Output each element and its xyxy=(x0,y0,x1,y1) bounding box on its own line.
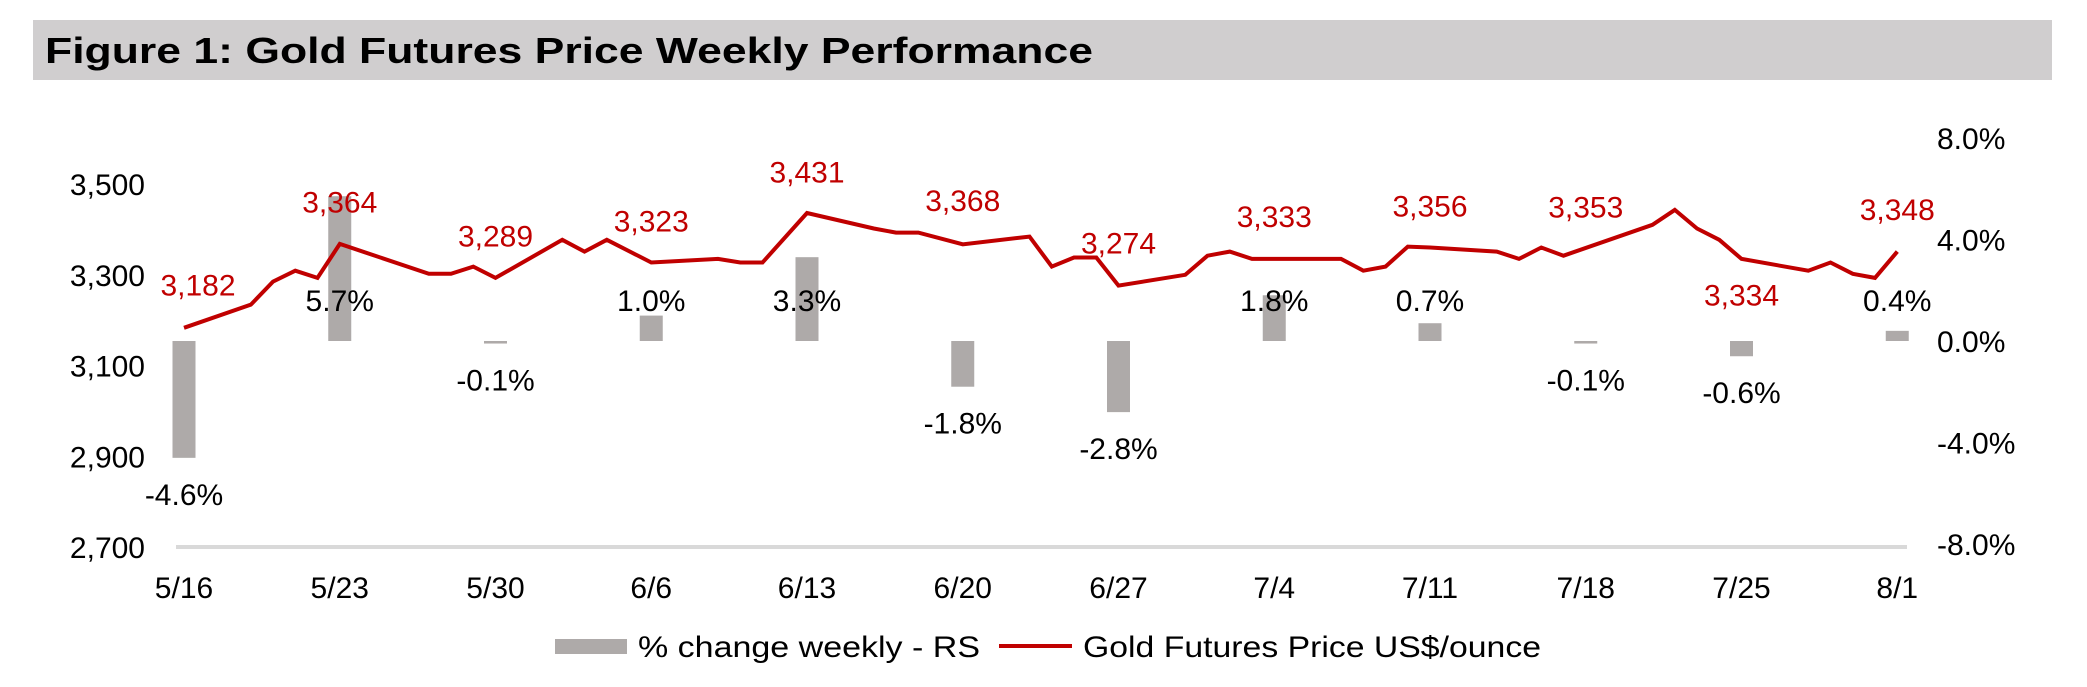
bar-data-label: 0.7% xyxy=(1396,285,1464,318)
bar-data-label: 5.7% xyxy=(306,285,374,318)
legend: % change weekly - RS Gold Futures Price … xyxy=(555,631,1541,664)
left-axis-tick-label: 3,500 xyxy=(70,169,145,202)
price-data-label: 3,323 xyxy=(614,205,689,238)
x-tick-label: 7/4 xyxy=(1253,572,1295,605)
legend-item-weekly-change: % change weekly - RS xyxy=(555,631,980,664)
left-axis-tick-label: 3,300 xyxy=(70,260,145,293)
x-tick-label: 6/20 xyxy=(934,572,992,605)
left-axis-tick-label: 2,700 xyxy=(70,532,145,565)
x-tick-label: 5/30 xyxy=(466,572,524,605)
legend-label-weekly-change: % change weekly - RS xyxy=(638,631,980,664)
x-tick-label: 5/23 xyxy=(311,572,369,605)
price-data-label: 3,368 xyxy=(925,185,1000,218)
price-line xyxy=(183,207,1899,330)
chart-title: Figure 1: Gold Futures Price Weekly Perf… xyxy=(45,30,1093,71)
left-axis: 3,500 3,300 3,100 2,900 2,700 xyxy=(70,169,145,565)
bar-mark xyxy=(1730,341,1753,357)
bar-mark xyxy=(1107,341,1130,413)
price-line-series xyxy=(183,207,1899,330)
bar-data-label: -1.8% xyxy=(924,408,1002,441)
price-data-label: 3,356 xyxy=(1392,190,1467,223)
price-data-label: 3,334 xyxy=(1704,279,1779,312)
bar-mark xyxy=(1574,341,1598,344)
right-axis: 8.0% 4.0% 0.0% -4.0% -8.0% xyxy=(1937,123,2015,562)
bar-data-label: 1.0% xyxy=(617,285,685,318)
title-banner xyxy=(33,20,2052,80)
x-axis: 5/16 5/23 5/30 6/6 6/13 6/20 6/27 7/4 7/11 7/18 7/… xyxy=(155,572,1918,605)
x-tick-label: 8/1 xyxy=(1876,572,1918,605)
legend-swatch-bar xyxy=(555,639,627,654)
bar-mark xyxy=(1262,295,1286,341)
left-axis-tick-label: 3,100 xyxy=(70,351,145,384)
price-data-labels: 3,182 3,364 3,289 3,323 3,431 3,368 3,274 3,333… xyxy=(160,156,1934,312)
price-data-label: 3,431 xyxy=(769,156,844,189)
x-tick-label: 7/18 xyxy=(1557,572,1615,605)
bar-data-label: -0.6% xyxy=(1702,377,1780,410)
legend-label-gold-price: Gold Futures Price US$/ounce xyxy=(1083,631,1541,664)
bar-data-label: -0.1% xyxy=(456,365,534,398)
x-tick-label: 6/13 xyxy=(778,572,836,605)
bar-mark xyxy=(639,315,663,341)
bar-mark xyxy=(1418,323,1442,341)
right-axis-tick-label: -4.0% xyxy=(1937,428,2015,461)
bar-series xyxy=(172,196,1909,458)
bar-data-labels: -4.6% 5.7% -0.1% 1.0% 3.3% -1.8% -2.8% 1.8% 0.7%… xyxy=(145,285,1932,512)
x-tick-label: 7/25 xyxy=(1712,572,1770,605)
bar-mark xyxy=(328,196,352,341)
bar-data-label: -4.6% xyxy=(145,479,223,512)
bar-mark xyxy=(172,341,196,458)
price-data-label: 3,353 xyxy=(1548,192,1623,225)
bar-mark xyxy=(951,341,975,387)
bar-data-label: 1.8% xyxy=(1240,285,1308,318)
bar-data-label: 0.4% xyxy=(1863,285,1931,318)
x-tick-label: 6/27 xyxy=(1089,572,1147,605)
bar-mark xyxy=(795,257,819,341)
bar-mark xyxy=(484,341,507,344)
price-data-label: 3,333 xyxy=(1237,201,1312,234)
legend-item-gold-price: Gold Futures Price US$/ounce xyxy=(999,631,1541,664)
bar-data-label: 3.3% xyxy=(773,285,841,318)
price-data-label: 3,348 xyxy=(1860,194,1935,227)
right-axis-tick-label: -8.0% xyxy=(1937,529,2015,562)
right-axis-tick-label: 8.0% xyxy=(1937,123,2005,156)
right-axis-tick-label: 0.0% xyxy=(1937,326,2005,359)
right-axis-tick-label: 4.0% xyxy=(1937,224,2005,257)
x-tick-label: 6/6 xyxy=(630,572,672,605)
left-axis-tick-label: 2,900 xyxy=(70,441,145,474)
x-tick-label: 7/11 xyxy=(1402,572,1458,605)
bar-data-label: -2.8% xyxy=(1079,433,1157,466)
bar-mark xyxy=(1885,330,1909,341)
price-data-label: 3,182 xyxy=(160,269,235,302)
price-data-label: 3,364 xyxy=(302,187,377,220)
bar-data-label: -0.1% xyxy=(1547,365,1625,398)
price-data-label: 3,274 xyxy=(1081,228,1156,261)
price-data-label: 3,289 xyxy=(458,221,533,254)
x-tick-label: 5/16 xyxy=(155,572,213,605)
